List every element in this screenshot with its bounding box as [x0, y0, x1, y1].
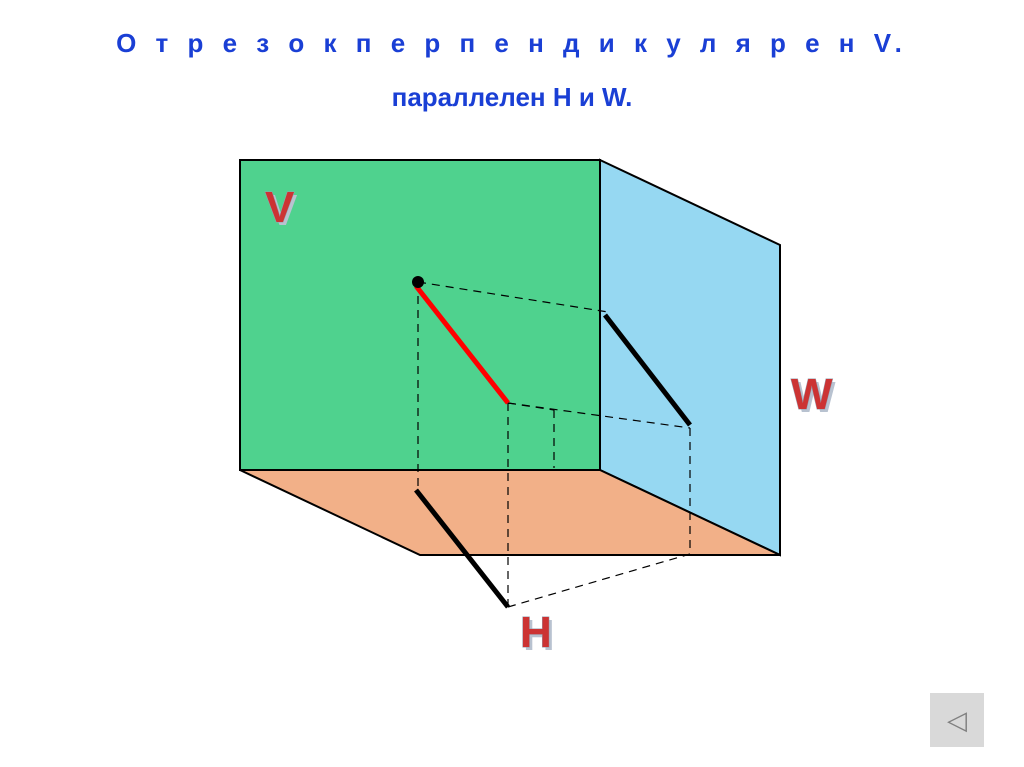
- title-line-1: О т р е з о к п е р п е н д и к у л я р …: [0, 28, 1024, 59]
- label-v: V: [265, 183, 295, 232]
- title-line-2: параллелен H и W.: [0, 82, 1024, 113]
- label-w: W: [791, 370, 833, 419]
- projection-diagram: V V W W H H: [180, 150, 860, 670]
- back-icon: ◁: [947, 705, 967, 736]
- nav-back-button[interactable]: ◁: [930, 693, 984, 747]
- segment-point: [412, 276, 424, 288]
- label-h: H: [520, 608, 552, 657]
